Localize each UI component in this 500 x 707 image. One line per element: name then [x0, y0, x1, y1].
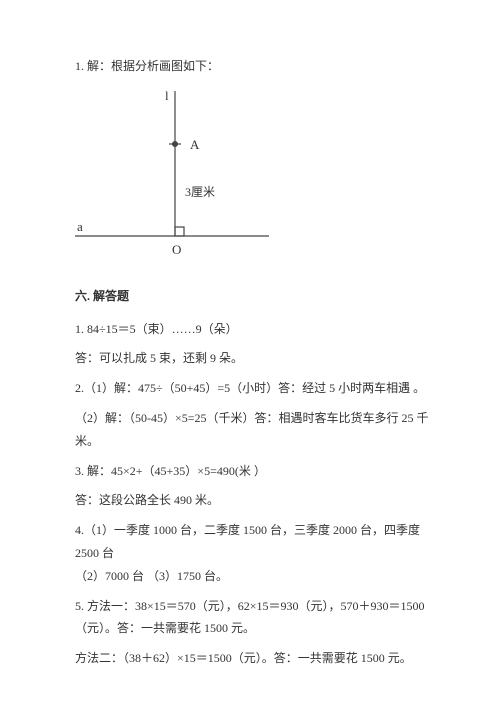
svg-text:O: O [172, 242, 181, 257]
answer-q3-final: 答：这段公路全长 490 米。 [75, 489, 445, 512]
section-six-title: 六. 解答题 [75, 285, 445, 308]
answer-q3-step: 3. 解：45×2+（45+35）×5=490(米 ） [75, 460, 445, 483]
svg-text:3厘米: 3厘米 [185, 185, 215, 199]
answer-q5-method1-a: 5. 方法一：38×15＝570（元），62×15＝930（元），570＋930… [75, 595, 445, 618]
answer-q2-part1: 2.（1）解：475÷（50+45）=5（小时）答：经过 5 小时两车相遇 。 [75, 377, 445, 400]
svg-text:a: a [77, 219, 83, 234]
answer-q5-method2: 方法二：（38＋62）×15＝1500（元）。答：一共需要花 1500 元。 [75, 647, 445, 670]
answer-q5-method1-b: （元）。答：一共需要花 1500 元。 [75, 617, 445, 640]
answer-q1-step: 1. 84÷15＝5（束）……9（朵） [75, 318, 445, 341]
svg-text:l: l [165, 88, 169, 103]
problem1-intro: 1. 解：根据分析画图如下： [75, 55, 445, 78]
geometry-diagram: l A 3厘米 a O [75, 86, 445, 271]
svg-text:A: A [190, 137, 200, 152]
answer-q4-part23: （2）7000 台 （3）1750 台。 [75, 565, 445, 588]
answer-q1-final: 答：可以扎成 5 束，还剩 9 朵。 [75, 347, 445, 370]
answer-q4-part1: 4.（1）一季度 1000 台，二季度 1500 台，三季度 2000 台，四季… [75, 519, 445, 565]
answer-q2-part2: （2）解：（50-45）×5=25（千米）答：相遇时客车比货车多行 25 千米。 [75, 407, 445, 453]
